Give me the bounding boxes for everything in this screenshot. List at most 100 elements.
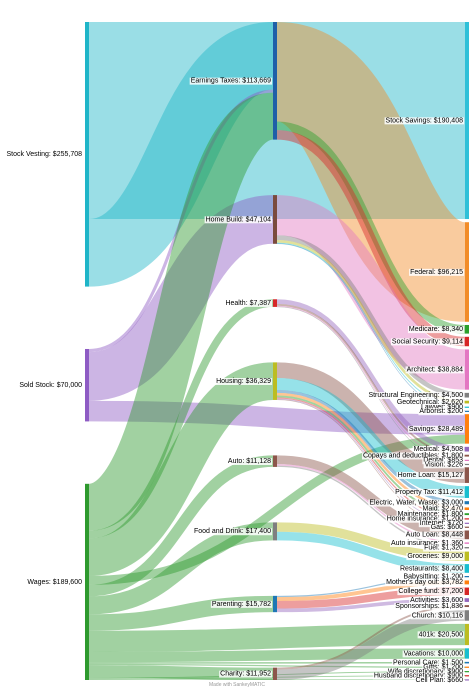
node-maintenance (465, 513, 469, 516)
node-label-bg-groceries (406, 553, 465, 561)
node-label-bg-home-insurance (385, 515, 465, 523)
node-structural-engineering (465, 392, 469, 398)
node-label-bg-gifts (422, 664, 465, 672)
node-label-vision: Vision: $226 (425, 461, 464, 468)
node-stock-savings (465, 22, 469, 220)
node-label-bg-parenting (210, 600, 273, 608)
link-housing-to-electric-water-waste (276, 389, 466, 505)
node-label-bg-stock-savings (384, 117, 465, 125)
node-auto-loan (465, 530, 469, 540)
node-husband-discretionary (465, 675, 469, 677)
node-label-bg-sponsorships (394, 602, 465, 610)
node-internet (465, 522, 469, 524)
node-label-bg-architect (405, 366, 465, 374)
node-label-wife-discretionary: Wife discretionary: $900 (388, 668, 463, 675)
node-mother-s-day-out (465, 580, 469, 585)
node-label-bg-housing (215, 378, 273, 386)
node-groceries (465, 551, 469, 561)
node-property-tax (465, 486, 469, 498)
node-label-bg-auto-loan (404, 531, 465, 539)
link-earnings-taxes-to-medicare (276, 121, 466, 334)
node-label-home-build: Home Build: $47,104 (206, 216, 271, 223)
node-label-auto-insurance: Auto insurance: $1,360 (391, 540, 463, 547)
node-activities (465, 598, 469, 602)
node-label-sponsorships: Sponsorships: $1,836 (395, 603, 463, 610)
link-stock-vesting-to-earnings-taxes (85, 22, 277, 287)
node-wages (85, 483, 89, 680)
node-auto-insurance (465, 542, 469, 544)
node-label-groceries: Groceries: $9,000 (407, 553, 463, 560)
node-label-stock-savings: Stock Savings: $190,408 (386, 117, 464, 124)
node-architect (465, 349, 469, 390)
node-sold-stock (85, 348, 89, 422)
node-label-bg-personal-care (391, 659, 465, 667)
node-label-gas: Gas: $600 (431, 524, 463, 531)
node-label-bg-dental (422, 457, 465, 465)
link-sold-stock-to-home-build (87, 195, 275, 401)
node-label-stock-vesting: Stock Vesting: $255,708 (7, 151, 83, 158)
node-electric-water-waste (465, 501, 469, 505)
node-label-mother-s-day-out: Mother's day out: $3,782 (386, 579, 463, 586)
node-vision (465, 463, 469, 466)
node-label-bg-wife-discretionary (386, 668, 465, 676)
node-home-loan (465, 467, 469, 483)
link-earnings-taxes-to-federal (271, 22, 471, 322)
credit-text: Made with SankeyMATIC (209, 682, 265, 688)
node-medical (465, 446, 469, 452)
node-stock-vesting (85, 22, 89, 287)
node-lawyer (465, 406, 469, 408)
node-label-bg-health (224, 299, 273, 307)
node-label-electric-water-waste: Electric, Water, Waste: $3,000 (369, 500, 463, 507)
node-housing (273, 362, 277, 400)
node-fuel (465, 547, 469, 549)
node-label-sold-stock: Sold Stock: $70,000 (19, 382, 82, 389)
link-auto-to-auto-loan (276, 455, 466, 540)
node-label-bg-medicare (407, 326, 465, 334)
node-label-medicare: Medicare: $8,340 (409, 326, 463, 333)
node-parenting (273, 595, 277, 613)
node-babysitting (465, 576, 469, 578)
node-label-bg-lawyer (419, 404, 465, 412)
node-cell-plan (465, 679, 469, 681)
link-wages-to-health (88, 299, 274, 539)
node-college-fund (465, 587, 469, 596)
node-copays-and-deductibles (465, 454, 469, 457)
node-sponsorships (465, 605, 469, 608)
node-label-bg-property-tax (394, 488, 465, 496)
link-wages-to-earnings-taxes (85, 92, 277, 531)
node-label-babysitting: Babysitting: $1,200 (403, 573, 463, 580)
node-label-structural-engineering: Structural Engineering: $4,500 (368, 392, 463, 399)
node-label-bg-cell-plan (414, 676, 465, 684)
node-label-auto: Auto: $11,128 (228, 458, 271, 465)
link-sold-stock-to-savings (88, 400, 466, 435)
link-home-build-to-structural-engineering (276, 235, 466, 398)
node-label-bg-home-loan (396, 471, 465, 479)
sankey-labels: Stock Vesting: $255,708 Sold Stock: $70,0… (7, 77, 465, 684)
link-wages-to-auto (88, 455, 274, 597)
node-label-bg-church (410, 612, 465, 620)
node-label-husband-discretionary: Husband discretionary: $900 (374, 673, 463, 680)
node-label-church: Church: $10,116 (412, 612, 463, 619)
node-label-bg-home-build (204, 216, 273, 224)
node-savings (465, 414, 469, 444)
node-label-savings: Savings: $28,489 (409, 426, 463, 433)
node-label-bg-vacations (402, 650, 465, 658)
node-food-and-drink (273, 522, 277, 541)
node-label-bg-maintenance (396, 510, 465, 518)
node-label-lawyer: Lawyer: $900 (421, 404, 463, 411)
node-label-bg-arbitrist (418, 408, 465, 416)
node-label-bg-401k (417, 631, 465, 639)
node-label-medical: Medical: $4,508 (414, 446, 464, 453)
node-label-bg-restaurants (398, 565, 465, 573)
node-label-bg-gas (429, 524, 465, 532)
node-label-health: Health: $7,387 (225, 300, 271, 307)
node-label-geotechnical: Geotechnical: $2,620 (397, 399, 463, 406)
node-label-college-fund: College fund: $7,200 (398, 588, 463, 595)
node-label-bg-babysitting (402, 573, 465, 581)
node-label-maid: Maid: $2,470 (423, 506, 464, 513)
node-label-copays-and-deductibles: Copays and deductibles: $1,800 (363, 452, 463, 459)
link-wages-to-gifts (88, 663, 466, 668)
node-label-bg-structural-engineering (367, 392, 465, 400)
node-label-bg-fuel (423, 544, 465, 552)
